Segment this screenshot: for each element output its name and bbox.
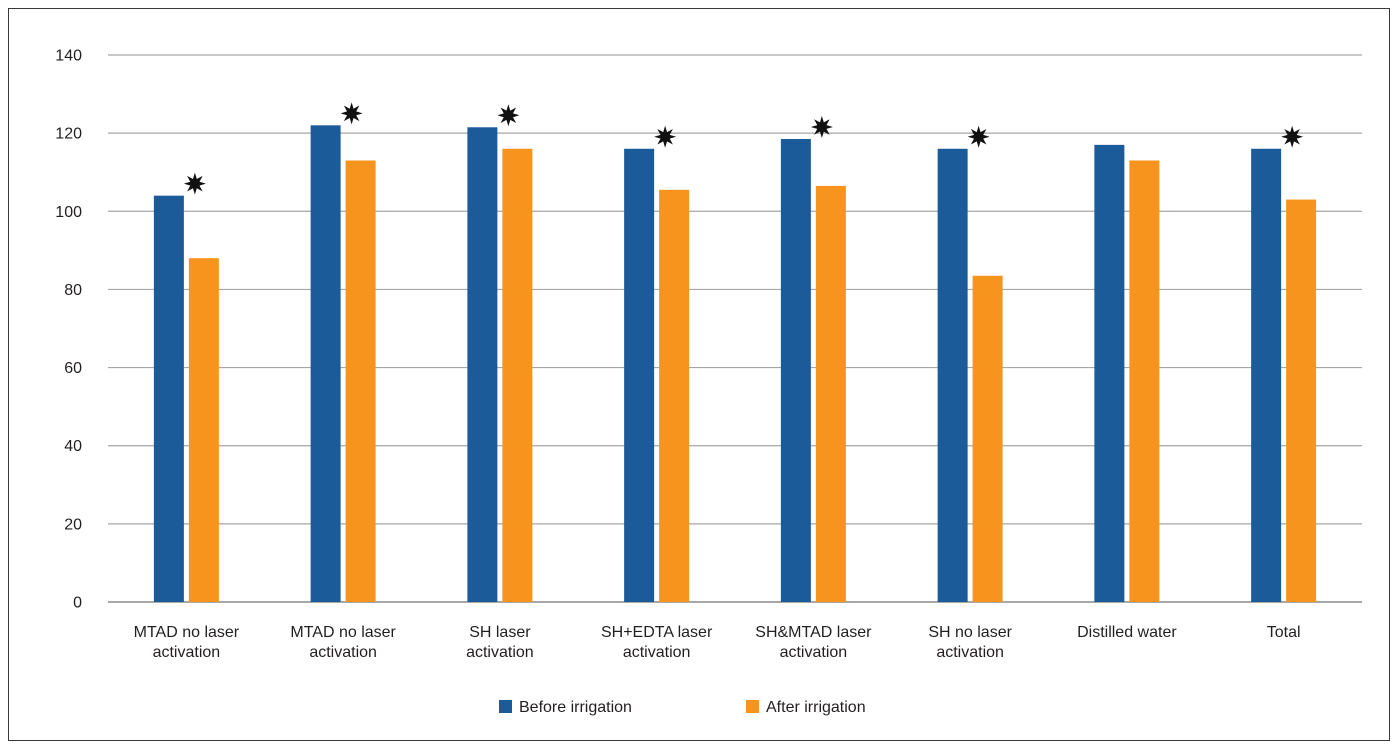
- bar-after-irrigation: [1129, 160, 1160, 602]
- bar-before-irrigation: [1094, 144, 1125, 602]
- y-tick-label: 120: [55, 126, 82, 143]
- x-tick-label: SH+EDTA laser: [601, 624, 713, 641]
- x-axis-labels: MTAD no laser activation MTAD no laser acti…: [134, 624, 1301, 661]
- star-burst-icon: [340, 102, 363, 125]
- y-tick-label: 0: [73, 595, 82, 612]
- star-burst-icon: [967, 125, 990, 148]
- legend: Before irrigation After irrigation: [499, 699, 866, 716]
- x-tick-label: Distilled water: [1077, 624, 1177, 641]
- bar-before-irrigation: [1251, 148, 1282, 602]
- bar-after-irrigation: [502, 148, 533, 602]
- y-tick-label: 20: [64, 516, 82, 533]
- y-tick-label: 100: [55, 204, 82, 221]
- x-tick-label: activation: [309, 644, 377, 661]
- x-tick-label: SH no laser: [928, 624, 1012, 641]
- x-tick-label: activation: [466, 644, 534, 661]
- legend-swatch: [746, 700, 759, 713]
- gridlines: [108, 54, 1362, 603]
- star-burst-icon: [1281, 125, 1304, 148]
- star-burst-icon: [810, 116, 833, 138]
- x-tick-label: activation: [623, 644, 691, 661]
- bar-after-irrigation: [815, 185, 846, 602]
- x-tick-label: SH laser: [469, 624, 531, 641]
- bar-before-irrigation: [937, 148, 968, 602]
- bars: [153, 125, 1317, 603]
- bar-after-irrigation: [188, 258, 219, 602]
- y-tick-label: 40: [64, 438, 82, 455]
- legend-label: After irrigation: [766, 699, 866, 716]
- legend-label: Before irrigation: [519, 699, 632, 716]
- chart-frame: [8, 8, 1390, 741]
- star-burst-icon: [497, 104, 520, 127]
- legend-swatch: [499, 700, 512, 713]
- x-tick-label: Total: [1267, 624, 1301, 641]
- x-tick-label: SH&MTAD laser: [755, 624, 872, 641]
- bar-before-irrigation: [467, 127, 498, 603]
- bar-after-irrigation: [345, 160, 376, 602]
- bar-before-irrigation: [624, 148, 655, 602]
- x-tick-label: MTAD no laser: [290, 624, 396, 641]
- significance-markers: [183, 102, 1304, 195]
- bar-before-irrigation: [780, 139, 811, 602]
- y-tick-label: 140: [55, 48, 82, 65]
- x-tick-label: MTAD no laser: [134, 624, 240, 641]
- y-axis-ticks: 0 20 40 60 80 100 120 140: [55, 48, 82, 612]
- x-tick-label: activation: [936, 644, 1004, 661]
- x-tick-label: activation: [780, 644, 848, 661]
- star-burst-icon: [654, 125, 677, 148]
- bar-before-irrigation: [310, 125, 341, 602]
- star-burst-icon: [183, 172, 206, 195]
- bar-before-irrigation: [153, 195, 184, 602]
- y-tick-label: 60: [64, 360, 82, 377]
- bar-after-irrigation: [1286, 199, 1317, 603]
- bar-after-irrigation: [659, 189, 690, 602]
- y-tick-label: 80: [64, 282, 82, 299]
- x-tick-label: activation: [153, 644, 221, 661]
- bar-after-irrigation: [972, 275, 1003, 602]
